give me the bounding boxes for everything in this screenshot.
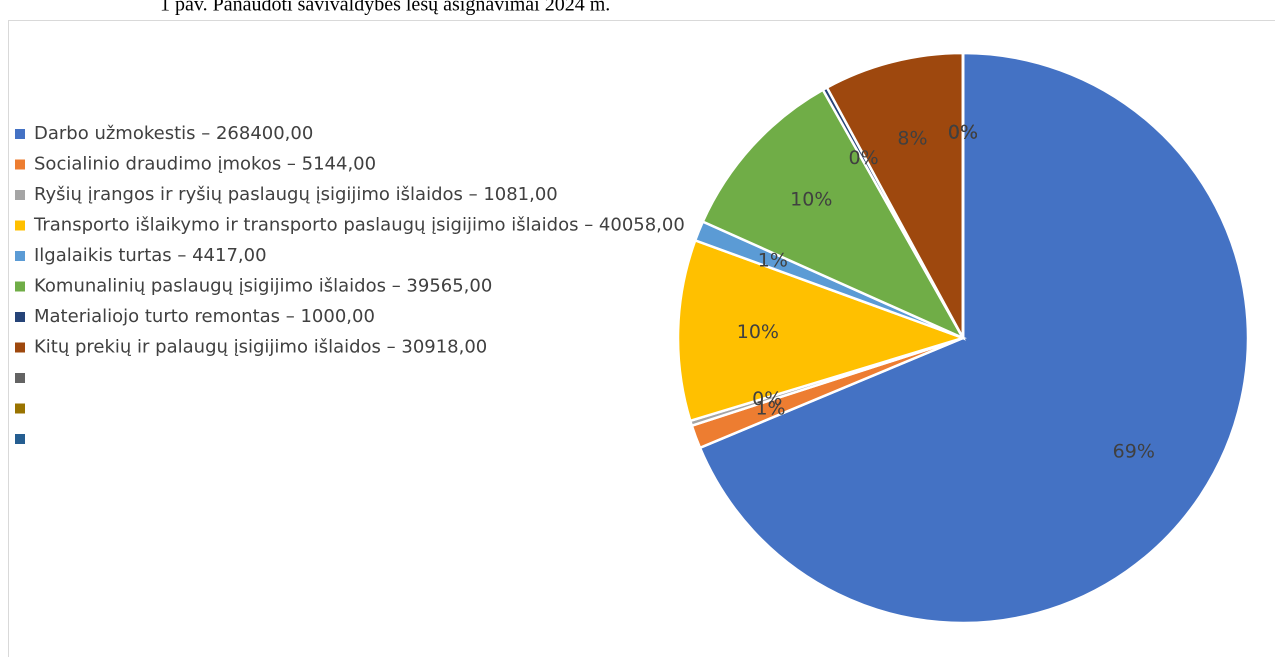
legend-swatch <box>15 281 25 292</box>
legend-swatch <box>15 190 25 200</box>
data-label: 8% <box>897 128 927 150</box>
data-label: 69% <box>1113 440 1155 462</box>
legend-swatch <box>15 129 25 139</box>
legend-swatch <box>15 251 25 261</box>
legend-label: Darbo užmokestis – 268400,00 <box>34 123 313 144</box>
legend-label: Materialiojo turto remontas – 1000,00 <box>34 306 375 327</box>
legend-swatch <box>15 220 25 231</box>
legend-swatch <box>15 312 25 322</box>
legend-label: Komunalinių paslaugų įsigijimo išlaidos … <box>34 276 492 297</box>
legend-label: Kitų prekių ir palaugų įsigijimo išlaido… <box>34 337 487 358</box>
pie-slice <box>825 51 965 339</box>
data-label: 0% <box>849 147 879 169</box>
legend-swatch <box>15 434 25 444</box>
legend-label: Socialinio draudimo įmokos – 5144,00 <box>34 154 376 175</box>
data-label: 0% <box>948 121 978 143</box>
legend-swatch <box>15 403 25 414</box>
pie-slice <box>701 88 966 341</box>
data-label: 1% <box>755 398 785 420</box>
data-label: 1% <box>758 249 788 271</box>
data-label: 10% <box>737 321 779 343</box>
data-label: 0% <box>948 121 978 143</box>
chart-title: 1 pav. Panaudoti savivaldybės lėšų asign… <box>160 0 610 16</box>
legend-swatch <box>15 159 25 170</box>
data-label: 0% <box>752 388 782 410</box>
pie-slice <box>698 51 1250 625</box>
legend-label: Transporto išlaikymo ir transporto pasla… <box>33 215 685 236</box>
legend-swatch <box>15 342 25 353</box>
legend-label: Ilgalaikis turtas – 4417,00 <box>34 245 267 266</box>
legend-label: Ryšių įrangos ir ryšių paslaugų įsigijim… <box>34 184 558 205</box>
data-label: 0% <box>948 121 978 143</box>
data-label: 10% <box>790 188 832 210</box>
legend-swatch <box>15 373 25 383</box>
pie-slice <box>676 238 967 423</box>
